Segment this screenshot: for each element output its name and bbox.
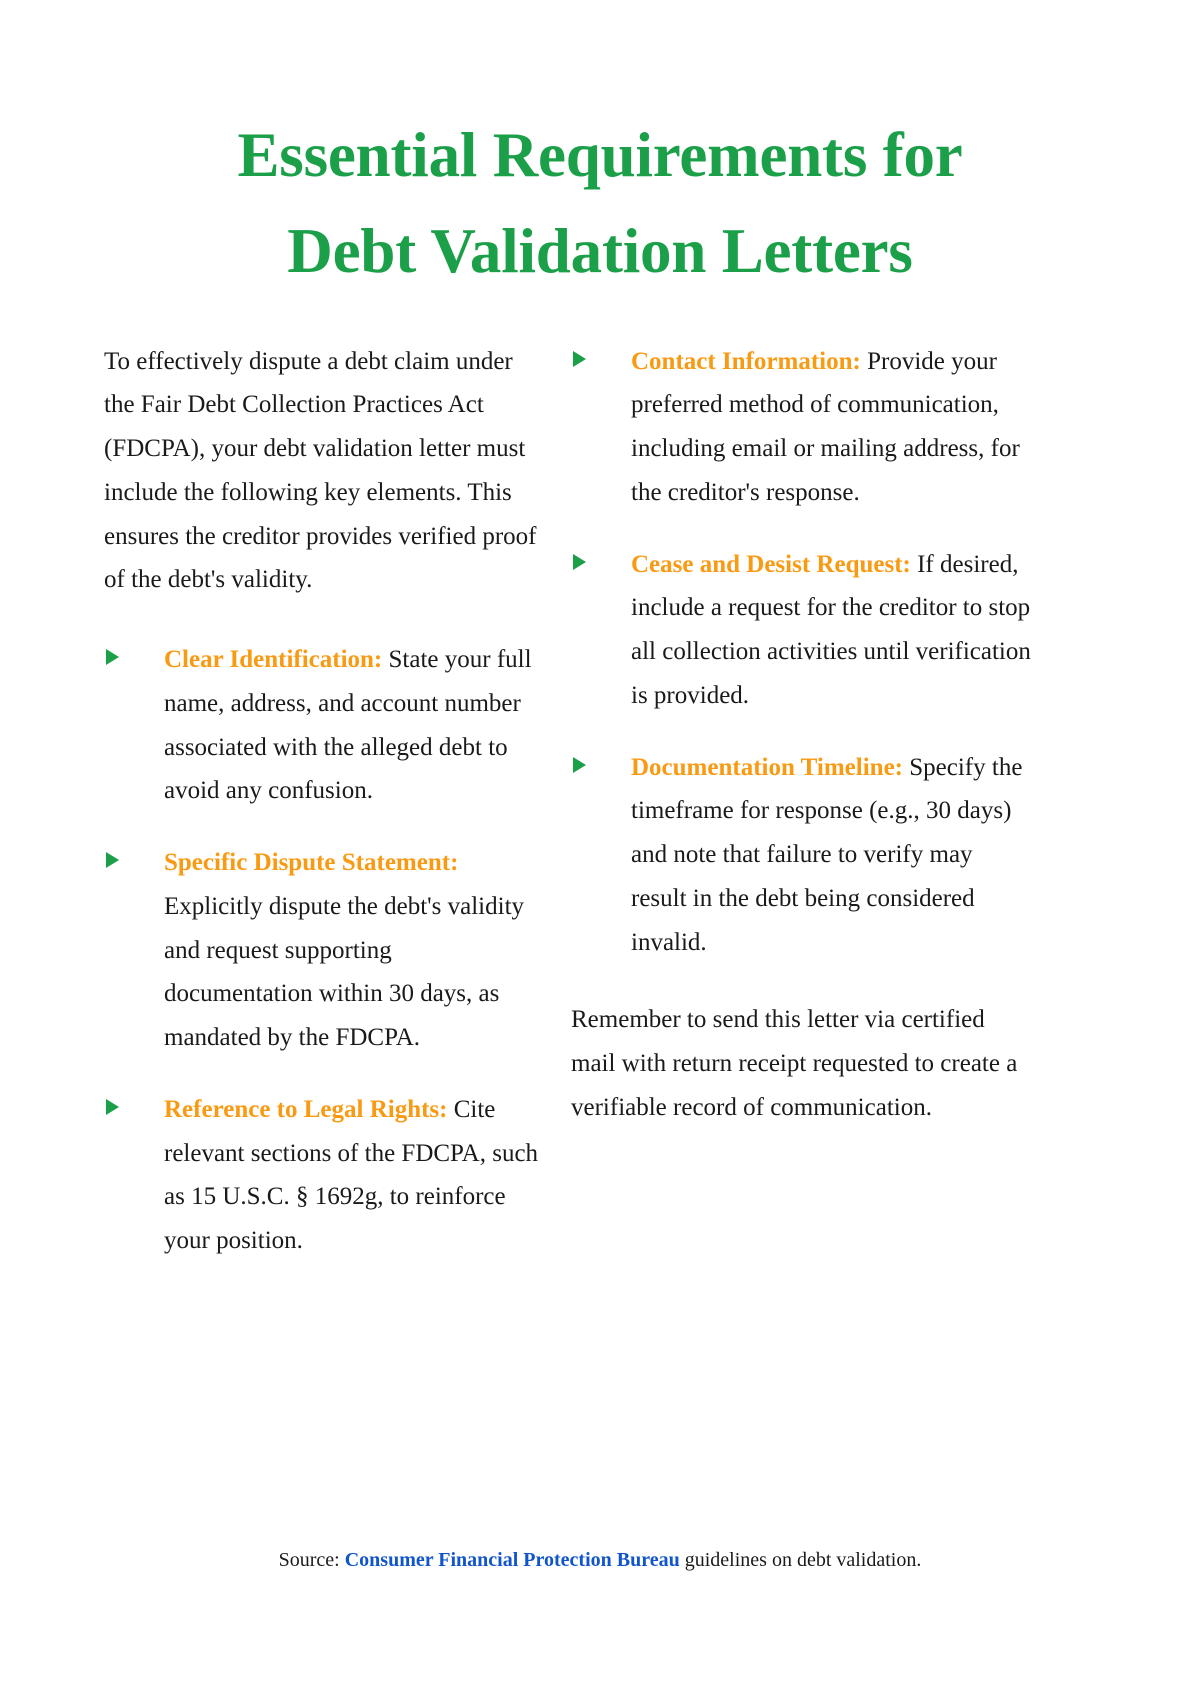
source-footer: Source: Consumer Financial Protection Bu… (0, 1545, 1200, 1575)
bullet-lead-label: Reference to Legal Rights: (164, 1095, 448, 1123)
green-triangle-bullet-icon (106, 1098, 119, 1115)
bullet-lead-label: Specific Dispute Statement: (164, 849, 459, 876)
source-prefix: Source: (278, 1549, 345, 1571)
source-suffix: guidelines on debt validation. (679, 1549, 922, 1571)
intro-paragraph: To effectively dispute a debt claim unde… (104, 347, 537, 594)
green-triangle-bullet-icon (573, 350, 586, 367)
left-column: To effectively dispute a debt claim unde… (104, 340, 540, 1263)
green-triangle-bullet-icon (106, 649, 119, 665)
bullet-body-text: Provide your preferred method of communi… (631, 347, 1020, 506)
list-item: Cease and Desist Request: If desired, in… (571, 543, 1032, 718)
page-title: Essential Requirements for Debt Validati… (0, 0, 1200, 300)
list-item: Contact Information: Provide your prefer… (571, 340, 1032, 515)
source-link[interactable]: Consumer Financial Protection Bureau (344, 1549, 680, 1571)
left-bullet-list: Clear Identification: State your full na… (104, 638, 540, 1263)
green-triangle-bullet-icon (573, 756, 586, 773)
bullet-body-text: Explicitly dispute the debt's validity a… (164, 892, 525, 1051)
page-title-line-1: Essential Requirements for (237, 120, 963, 190)
two-column-body: To effectively dispute a debt claim unde… (0, 300, 1200, 1263)
list-item: Specific Dispute Statement: Explicitly d… (104, 841, 540, 1060)
right-bullet-list: Contact Information: Provide your prefer… (571, 340, 1032, 965)
bullet-body-text: State your full name, address, and accou… (164, 646, 532, 805)
green-triangle-bullet-icon (573, 553, 586, 570)
bullet-body-text: Cite relevant sections of the FDCPA, suc… (164, 1095, 539, 1254)
list-item: Clear Identification: State your full na… (104, 638, 540, 813)
closing-paragraph: Remember to send this letter via certifi… (571, 1006, 1018, 1121)
bullet-lead-label: Clear Identification: (164, 646, 383, 673)
bullet-lead-label: Cease and Desist Request: (631, 550, 911, 578)
bullet-body-text: If desired, include a request for the cr… (631, 550, 1031, 709)
bullet-lead-label: Documentation Timeline: (631, 753, 903, 781)
list-item: Reference to Legal Rights: Cite relevant… (104, 1088, 540, 1263)
bullet-lead-label: Contact Information: (631, 347, 861, 375)
page-title-line-2: Debt Validation Letters (287, 215, 913, 286)
right-column: Contact Information: Provide your prefer… (571, 340, 1032, 1130)
list-item: Documentation Timeline: Specify the time… (571, 746, 1032, 965)
bullet-body-text: Specify the timeframe for response (e.g.… (631, 753, 1023, 956)
green-triangle-bullet-icon (106, 852, 119, 868)
